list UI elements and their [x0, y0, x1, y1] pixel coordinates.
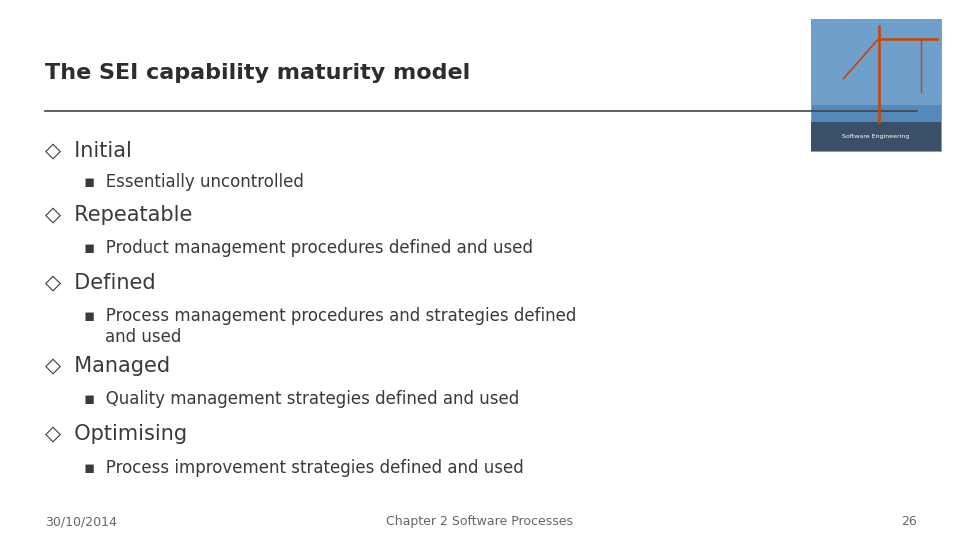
Text: ▪  Quality management strategies defined and used: ▪ Quality management strategies defined …	[84, 390, 518, 408]
FancyBboxPatch shape	[811, 122, 941, 151]
FancyBboxPatch shape	[811, 19, 941, 105]
Text: 30/10/2014: 30/10/2014	[45, 515, 117, 528]
Text: and used: and used	[105, 328, 181, 346]
FancyBboxPatch shape	[811, 19, 941, 151]
Text: ▪  Essentially uncontrolled: ▪ Essentially uncontrolled	[84, 173, 303, 191]
Text: ▪  Process management procedures and strategies defined: ▪ Process management procedures and stra…	[84, 307, 576, 325]
Text: ◇  Managed: ◇ Managed	[45, 356, 170, 376]
Text: 26: 26	[901, 515, 917, 528]
Text: ▪  Process improvement strategies defined and used: ▪ Process improvement strategies defined…	[84, 459, 523, 477]
Text: Chapter 2 Software Processes: Chapter 2 Software Processes	[387, 515, 573, 528]
Text: ▪  Product management procedures defined and used: ▪ Product management procedures defined …	[84, 239, 533, 256]
Text: ◇  Optimising: ◇ Optimising	[45, 424, 187, 444]
Text: ◇  Repeatable: ◇ Repeatable	[45, 205, 193, 225]
Text: ◇  Initial: ◇ Initial	[45, 140, 132, 160]
Text: Software Engineering: Software Engineering	[842, 134, 910, 139]
Text: ◇  Defined: ◇ Defined	[45, 273, 156, 293]
Text: The SEI capability maturity model: The SEI capability maturity model	[45, 63, 470, 83]
